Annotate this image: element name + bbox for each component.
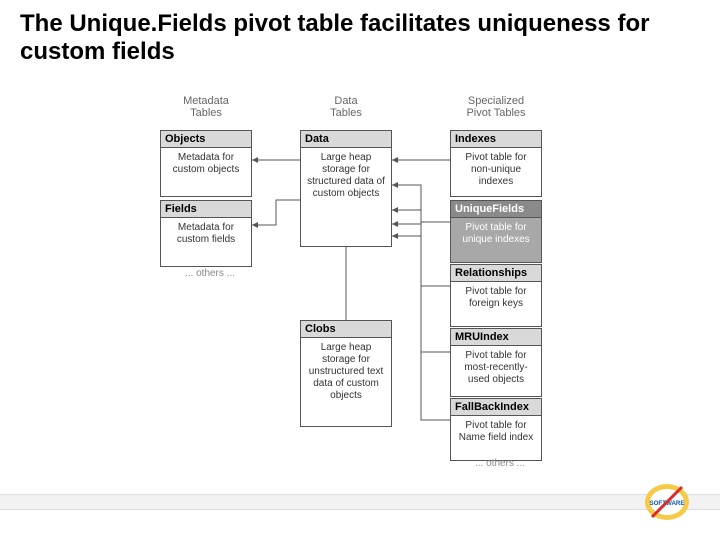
table-fields: Fields Metadata for custom fields <box>160 200 252 267</box>
slide-title: The Unique.Fields pivot table facilitate… <box>20 10 700 65</box>
table-fallbackindex-desc: Pivot table for Name field index <box>451 416 541 460</box>
table-data-title: Data <box>301 131 391 148</box>
table-indexes: Indexes Pivot table for non-unique index… <box>450 130 542 197</box>
table-mruindex-desc: Pivot table for most-recently-used objec… <box>451 346 541 396</box>
table-clobs-title: Clobs <box>301 321 391 338</box>
column-header-metadata: MetadataTables <box>156 95 256 119</box>
table-mruindex-title: MRUIndex <box>451 329 541 346</box>
table-relationships-title: Relationships <box>451 265 541 282</box>
table-fallbackindex: FallBackIndex Pivot table for Name field… <box>450 398 542 461</box>
table-uniquefields-title: UniqueFields <box>451 201 541 218</box>
table-data: Data Large heap storage for structured d… <box>300 130 392 247</box>
column-header-data: DataTables <box>296 95 396 119</box>
others-label-pivot: ... others ... <box>450 458 550 469</box>
table-clobs-desc: Large heap storage for unstructured text… <box>301 338 391 426</box>
table-objects: Objects Metadata for custom objects <box>160 130 252 197</box>
table-fields-title: Fields <box>161 201 251 218</box>
connectors-layer <box>0 0 720 540</box>
table-indexes-desc: Pivot table for non-unique indexes <box>451 148 541 196</box>
table-clobs: Clobs Large heap storage for unstructure… <box>300 320 392 427</box>
table-objects-desc: Metadata for custom objects <box>161 148 251 196</box>
table-relationships: Relationships Pivot table for foreign ke… <box>450 264 542 327</box>
table-uniquefields-desc: Pivot table for unique indexes <box>451 218 541 262</box>
table-data-desc: Large heap storage for structured data o… <box>301 148 391 246</box>
table-fields-desc: Metadata for custom fields <box>161 218 251 266</box>
footer-bar <box>0 494 720 510</box>
table-uniquefields: UniqueFields Pivot table for unique inde… <box>450 200 542 263</box>
table-mruindex: MRUIndex Pivot table for most-recently-u… <box>450 328 542 397</box>
software-logo-icon: SOFTWARE <box>644 479 690 525</box>
table-objects-title: Objects <box>161 131 251 148</box>
table-relationships-desc: Pivot table for foreign keys <box>451 282 541 326</box>
table-indexes-title: Indexes <box>451 131 541 148</box>
others-label-metadata: ... others ... <box>160 268 260 279</box>
table-fallbackindex-title: FallBackIndex <box>451 399 541 416</box>
column-header-pivot: SpecializedPivot Tables <box>446 95 546 119</box>
